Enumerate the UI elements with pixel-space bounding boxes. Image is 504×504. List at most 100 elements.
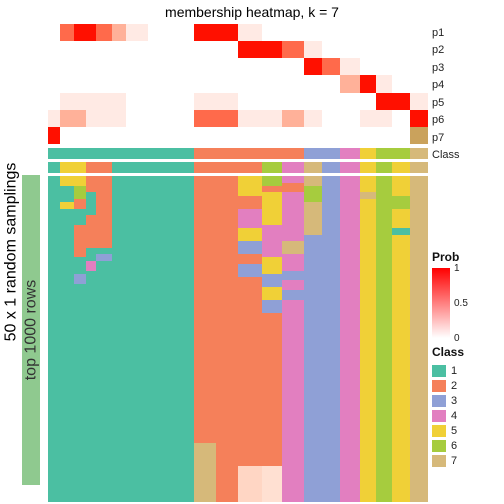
heatmap-segment	[262, 192, 282, 225]
heatmap-segment	[262, 274, 282, 287]
class-band-top	[48, 148, 428, 159]
heatmap-column	[194, 176, 216, 502]
class-label: 6	[451, 440, 457, 452]
class-cell	[282, 162, 304, 173]
heatmap-cell	[340, 127, 360, 144]
heatmap-cell	[262, 93, 282, 110]
plot-area	[48, 24, 428, 502]
heatmap-cell	[322, 58, 340, 75]
row-label: p2	[432, 42, 472, 60]
heatmap-cell	[48, 58, 60, 75]
heatmap-cell	[86, 75, 96, 92]
heatmap-cell	[112, 93, 126, 110]
prob-legend-title: Prob	[432, 250, 496, 264]
class-cell	[86, 148, 96, 159]
heatmap-cell	[148, 93, 168, 110]
heatmap-cell	[60, 93, 74, 110]
heatmap-cell	[262, 110, 282, 127]
heatmap-cell	[86, 93, 96, 110]
heatmap-cell	[48, 75, 60, 92]
heatmap-column	[48, 176, 60, 502]
class-cell	[48, 162, 60, 173]
heatmap-cell	[392, 24, 410, 41]
heatmap-segment	[238, 228, 262, 241]
row-label: p4	[432, 77, 472, 95]
heatmap-cell	[168, 24, 194, 41]
heatmap-cell	[360, 93, 376, 110]
heatmap-segment	[262, 257, 282, 273]
heatmap-segment	[262, 176, 282, 186]
heatmap-cell	[410, 110, 428, 127]
heatmap-segment	[262, 313, 282, 466]
heatmap-cell	[74, 127, 86, 144]
class-cell	[216, 148, 238, 159]
heatmap-column	[216, 176, 238, 502]
heatmap-cell	[340, 75, 360, 92]
membership-row	[48, 110, 428, 127]
heatmap-column	[360, 176, 376, 502]
heatmap-cell	[376, 41, 392, 58]
heatmap-cell	[148, 58, 168, 75]
class-cell	[112, 148, 126, 159]
heatmap-cell	[238, 127, 262, 144]
heatmap-main	[48, 176, 428, 502]
heatmap-cell	[148, 127, 168, 144]
heatmap-cell	[216, 127, 238, 144]
heatmap-cell	[74, 41, 86, 58]
heatmap-segment	[282, 280, 304, 290]
heatmap-cell	[360, 58, 376, 75]
class-label: 3	[451, 395, 457, 407]
row-label: p1	[432, 24, 472, 42]
class-legend: Class 1234567	[432, 345, 496, 468]
heatmap-cell	[48, 127, 60, 144]
heatmap-cell	[96, 58, 112, 75]
heatmap-segment	[262, 287, 282, 300]
row-label: p5	[432, 94, 472, 112]
class-cell	[410, 148, 428, 159]
heatmap-cell	[238, 24, 262, 41]
class-label: 7	[451, 455, 457, 467]
class-cell	[112, 162, 126, 173]
class-legend-item: 4	[432, 408, 496, 423]
heatmap-cell	[238, 75, 262, 92]
heatmap-segment	[282, 254, 304, 270]
heatmap-cell	[410, 127, 428, 144]
heatmap-segment	[86, 261, 96, 271]
prob-gradient	[432, 268, 450, 338]
heatmap-segment	[360, 199, 376, 502]
heatmap-cell	[216, 110, 238, 127]
heatmap-column	[168, 176, 194, 502]
class-cell	[96, 148, 112, 159]
heatmap-cell	[410, 75, 428, 92]
heatmap-segment	[148, 176, 168, 502]
heatmap-cell	[168, 127, 194, 144]
heatmap-column	[410, 176, 428, 502]
prob-tick: 0.5	[454, 298, 468, 309]
heatmap-column	[86, 176, 96, 502]
heatmap-cell	[216, 93, 238, 110]
membership-row	[48, 58, 428, 75]
heatmap-cell	[126, 58, 148, 75]
class-legend-item: 5	[432, 423, 496, 438]
heatmap-cell	[194, 58, 216, 75]
heatmap-column	[392, 176, 410, 502]
heatmap-cell	[60, 24, 74, 41]
heatmap-cell	[112, 127, 126, 144]
heatmap-cell	[194, 110, 216, 127]
class-cell	[282, 148, 304, 159]
heatmap-cell	[86, 24, 96, 41]
class-cell	[126, 148, 148, 159]
heatmap-cell	[304, 58, 322, 75]
heatmap-column	[112, 176, 126, 502]
class-cell	[86, 162, 96, 173]
heatmap-cell	[360, 41, 376, 58]
class-label: 5	[451, 425, 457, 437]
class-cell	[322, 148, 340, 159]
heatmap-segment	[168, 176, 194, 502]
heatmap-cell	[74, 110, 86, 127]
heatmap-cell	[60, 41, 74, 58]
heatmap-cell	[48, 93, 60, 110]
row-label: p7	[432, 129, 472, 147]
heatmap-cell	[194, 127, 216, 144]
heatmap-cell	[112, 58, 126, 75]
